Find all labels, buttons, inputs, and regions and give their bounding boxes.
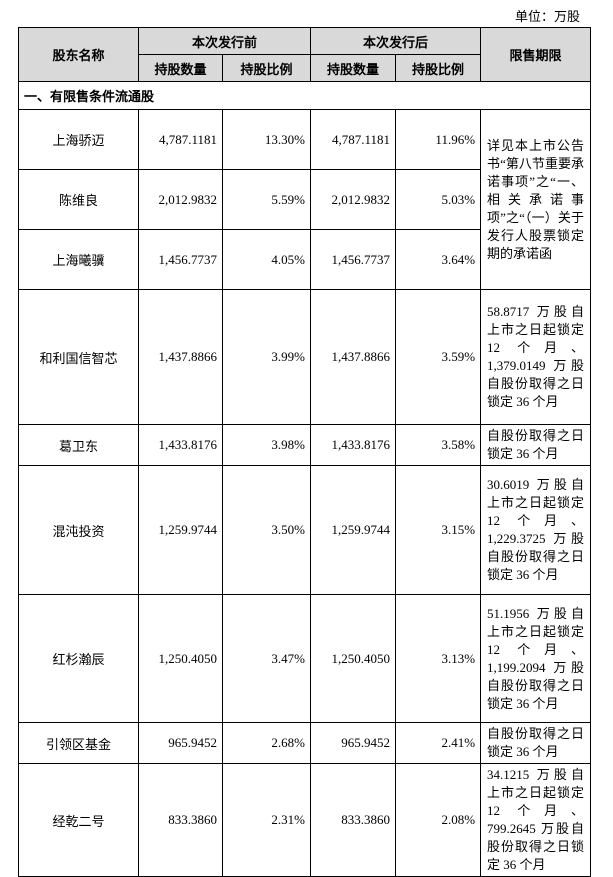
data-cell: 1,456.7737 — [138, 229, 223, 290]
data-cell: 1,250.4050 — [138, 594, 223, 723]
table-row: 混沌投资 1,259.9744 3.50% 1,259.9744 3.15% 30.601… — [18, 465, 592, 595]
shareholder-table: 股东名称 本次发行前 本次发行后 限售期限 持股数量 持股比例 持股数量 持股比… — [17, 27, 592, 877]
data-cell: 4,787.1181 — [310, 109, 397, 170]
holder-name: 混沌投资 — [18, 465, 139, 595]
data-cell: 2.08% — [395, 763, 482, 877]
data-cell: 1,437.8866 — [310, 289, 397, 425]
data-cell: 833.3860 — [310, 763, 397, 877]
data-cell: 965.9452 — [310, 722, 397, 764]
table-row: 陈维良 2,012.9832 5.59% 2,012.9832 5.03% — [18, 169, 591, 230]
data-cell: 2.31% — [221, 763, 312, 877]
holder-name: 经乾二号 — [18, 763, 139, 877]
data-cell: 11.96% — [395, 109, 482, 170]
table-row: 经乾二号 833.3860 2.31% 833.3860 2.08% 34.1215 万股… — [18, 763, 592, 877]
header-cell: 持股比例 — [395, 54, 482, 82]
data-cell: 2.68% — [221, 722, 312, 764]
data-cell: 2,012.9832 — [310, 169, 397, 230]
data-cell: 2.41% — [395, 722, 482, 764]
data-cell: 4.05% — [221, 229, 312, 290]
data-cell: 3.58% — [395, 424, 482, 466]
lockup-period: 34.1215 万股自上市之日起锁定 12 个月、799.2645 万股自股份取… — [480, 763, 592, 877]
data-cell: 5.03% — [395, 169, 482, 230]
header-cell: 本次发行前 — [137, 27, 312, 55]
table-row: 和利国信智芯 1,437.8866 3.99% 1,437.8866 3.59% 58.8… — [18, 289, 592, 425]
section-label: 一、有限售条件流通股 — [17, 81, 592, 110]
table-row: 葛卫东 1,433.8176 3.98% 1,433.8176 3.58% 自股份取得之日… — [18, 424, 592, 466]
header-cell: 限售期限 — [480, 27, 592, 82]
header-cell: 股东名称 — [18, 27, 139, 82]
holder-name: 引领区基金 — [18, 722, 139, 764]
lockup-period: 自股份取得之日锁定 36 个月 — [480, 424, 592, 466]
lockup-period: 详见本上市公告书“第八节重要承诺事项”之“一、相关承诺事项”之“（一）关于发行人… — [480, 109, 592, 290]
table-row: 引领区基金 965.9452 2.68% 965.9452 2.41% 自股份取得之日锁定… — [18, 722, 592, 764]
holder-name: 陈维良 — [18, 169, 139, 230]
header-cell: 本次发行后 — [310, 27, 482, 55]
table-row: 红杉瀚辰 1,250.4050 3.47% 1,250.4050 3.13% 51.195… — [18, 594, 592, 723]
data-cell: 3.99% — [221, 289, 312, 425]
table-row: 上海骄迈 4,787.1181 13.30% 4,787.1181 11.96% 详见本上… — [18, 109, 592, 290]
unit-label: 单位：万股 — [514, 9, 580, 24]
header-cell: 持股数量 — [138, 54, 223, 82]
lockup-period: 58.8717 万股自上市之日起锁定 12 个月、1,379.0149 万股自股… — [480, 289, 592, 425]
holder-name: 上海骄迈 — [18, 109, 139, 170]
data-cell: 1,259.9744 — [138, 465, 223, 595]
holder-name: 和利国信智芯 — [18, 289, 139, 425]
holder-name: 葛卫东 — [18, 424, 139, 466]
table-row: 上海曦骥 1,456.7737 4.05% 1,456.7737 3.64% — [18, 229, 591, 290]
data-cell: 13.30% — [221, 109, 312, 170]
table-body: 一、有限售条件流通股 上海骄迈 4,787.1181 13.30% 4,787.118… — [17, 81, 592, 877]
data-cell: 1,433.8176 — [138, 424, 223, 466]
holder-name: 红杉瀚辰 — [18, 594, 139, 723]
data-cell: 2,012.9832 — [138, 169, 223, 230]
data-cell: 3.59% — [395, 289, 482, 425]
data-cell: 3.47% — [221, 594, 312, 723]
data-cell: 3.13% — [395, 594, 482, 723]
holder-name: 上海曦骥 — [18, 229, 139, 290]
header-cell: 持股数量 — [310, 54, 397, 82]
data-cell: 3.15% — [395, 465, 482, 595]
data-cell: 1,250.4050 — [310, 594, 397, 723]
data-cell: 3.50% — [221, 465, 312, 595]
data-cell: 965.9452 — [138, 722, 223, 764]
data-cell: 3.98% — [221, 424, 312, 466]
data-cell: 1,433.8176 — [310, 424, 397, 466]
data-cell: 833.3860 — [138, 763, 223, 877]
header-cell: 持股比例 — [221, 54, 312, 82]
data-cell: 4,787.1181 — [138, 109, 223, 170]
lockup-period: 51.1956 万股自上市之日起锁定 12 个月、1,199.2094 万股自股… — [480, 594, 592, 723]
data-cell: 1,259.9744 — [310, 465, 397, 595]
lockup-period: 自股份取得之日锁定 36 个月 — [480, 722, 592, 764]
data-cell: 1,437.8866 — [138, 289, 223, 425]
data-cell: 3.64% — [395, 229, 482, 290]
data-cell: 5.59% — [221, 169, 312, 230]
lockup-period: 30.6019 万股自上市之日起锁定 12 个月、1,229.3725 万股自股… — [480, 465, 592, 595]
data-cell: 1,456.7737 — [310, 229, 397, 290]
